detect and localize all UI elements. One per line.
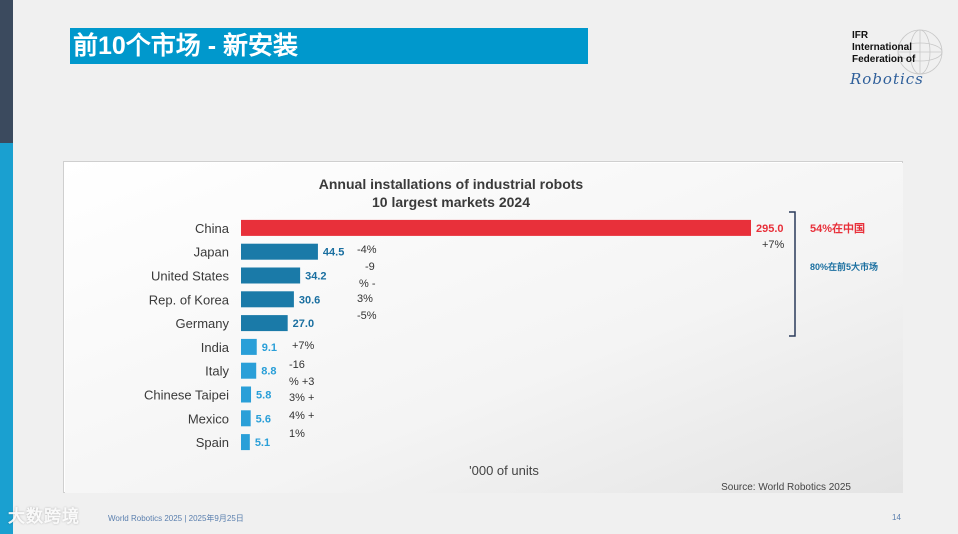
value-label: 295.0 [756, 223, 784, 235]
chart-background [65, 163, 903, 493]
watermark: 大数跨境 [8, 507, 80, 526]
value-label: 8.8 [261, 366, 276, 378]
category-label: Japan [194, 245, 229, 260]
logo-line-ifr: IFR [852, 30, 869, 41]
top5-change-label: % - [359, 278, 376, 290]
top5-share-label: 80%在前5大市场 [810, 261, 878, 272]
category-label: Chinese Taipei [144, 388, 229, 403]
ifr-logo: IFR International Federation of Robotics [848, 26, 948, 96]
other-change-label: 4% + [289, 410, 314, 422]
other-change-label: 3% + [289, 392, 314, 404]
value-label: 9.1 [262, 342, 277, 354]
value-label: 34.2 [305, 271, 326, 283]
china-change-label: +7% [762, 239, 785, 251]
bar-india [241, 338, 257, 355]
value-label: 5.6 [256, 413, 271, 425]
category-label: India [201, 340, 230, 355]
bar-rep-of-korea [241, 291, 294, 308]
category-label: Italy [205, 364, 229, 379]
globe-icon [897, 29, 943, 75]
logo-line-federation: Federation of [852, 54, 916, 65]
category-label: Rep. of Korea [149, 292, 230, 307]
source-label: Source: World Robotics 2025 [721, 482, 851, 493]
footer-text: World Robotics 2025 | 2025年9月25日 [108, 514, 244, 523]
category-label: China [195, 221, 230, 236]
chart-panel: Annual installations of industrial robot… [63, 161, 903, 493]
other-change-label: +7% [292, 340, 315, 352]
value-label: 30.6 [299, 294, 320, 306]
top5-change-label: -5% [357, 310, 377, 322]
chart-title: Annual installations of industrial robot… [319, 176, 584, 192]
bar-united-states [241, 267, 301, 284]
logo-line-international: International [852, 42, 913, 53]
top5-change-label: 3% [357, 293, 373, 305]
value-label: 44.5 [323, 247, 344, 259]
value-label: 5.1 [255, 437, 270, 449]
bar-germany [241, 315, 288, 332]
category-label: Spain [196, 435, 229, 450]
annotations-layer: +7% -4% -9 % - 3% -5% +7% -16 % +3 3% + 4% + 1% 54%在… [289, 211, 878, 440]
unit-label: '000 of units [469, 463, 539, 478]
other-change-label: % +3 [289, 376, 314, 388]
bar-italy [241, 362, 257, 379]
bar-chart: Annual installations of industrial robot… [65, 163, 903, 493]
category-label: Mexico [188, 411, 229, 426]
logo-script-robotics: Robotics [850, 70, 924, 88]
bracket-line [789, 211, 796, 337]
bar-china [241, 219, 751, 236]
bar-chinese-taipei [241, 386, 252, 403]
bar-spain [241, 434, 250, 451]
left-accent-strip-dark [0, 0, 13, 143]
other-change-label: -16 [289, 359, 305, 371]
slide-title: 前10个市场 - 新安装 [70, 28, 588, 64]
logo-text: IFR International Federation of [852, 30, 915, 66]
page-number: 14 [892, 513, 901, 522]
top5-change-label: -4% [357, 244, 377, 256]
china-share-label: 54%在中国 [810, 221, 865, 235]
chart-subtitle: 10 largest markets 2024 [372, 194, 530, 210]
value-label: 27.0 [293, 318, 314, 330]
bars-layer: China 295.0 Japan 44.5 United States 34.2 Rep.… [144, 219, 784, 451]
category-label: United States [151, 269, 230, 284]
value-label: 5.8 [256, 390, 271, 402]
category-label: Germany [176, 316, 230, 331]
top5-change-label: -9 [365, 261, 375, 273]
bar-mexico [241, 410, 251, 427]
bar-japan [241, 243, 318, 260]
other-change-label: 1% [289, 428, 305, 440]
